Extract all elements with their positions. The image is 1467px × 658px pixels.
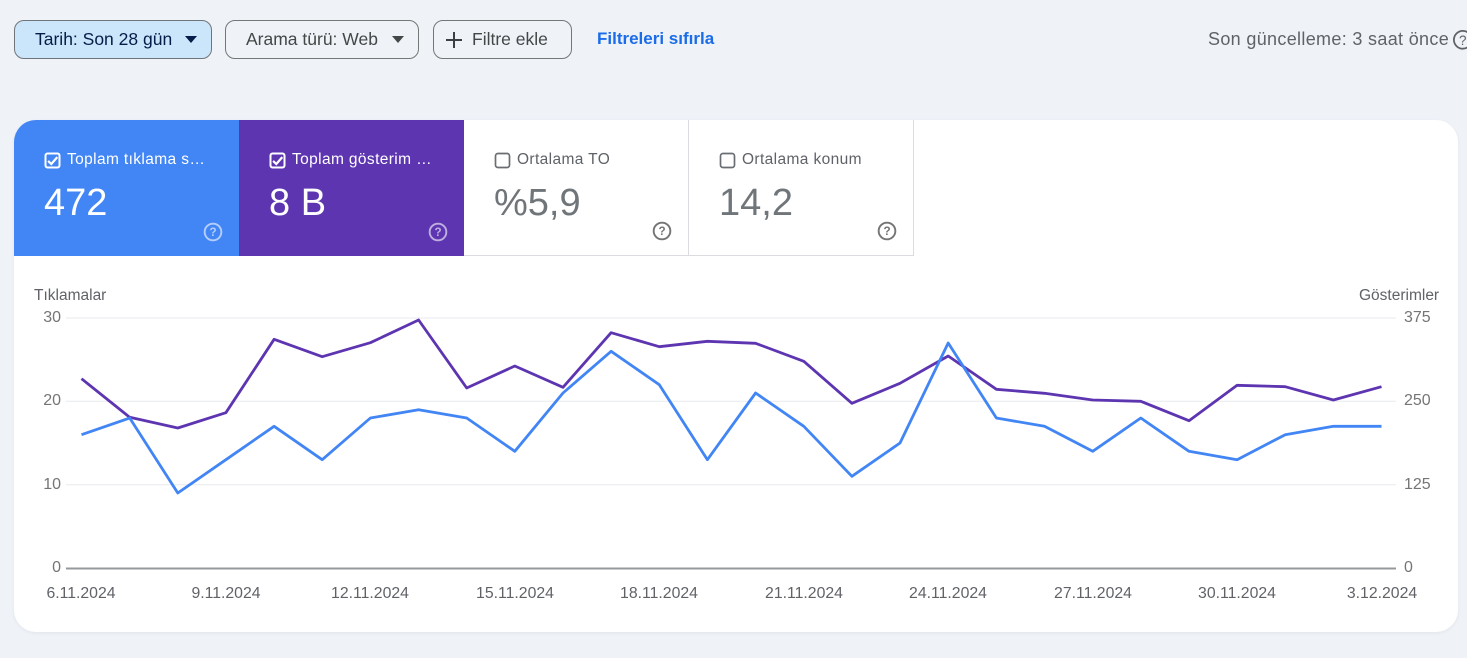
svg-text:?: ? [883,225,890,238]
svg-text:?: ? [434,226,441,239]
svg-text:?: ? [658,225,665,238]
svg-text:?: ? [1459,33,1467,48]
svg-text:?: ? [209,226,216,239]
